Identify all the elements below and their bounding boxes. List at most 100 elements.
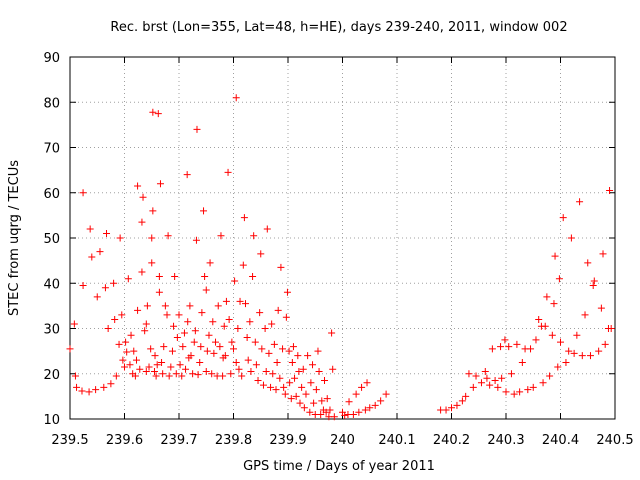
data-point bbox=[505, 343, 513, 351]
data-point bbox=[256, 309, 264, 317]
data-point bbox=[160, 343, 168, 351]
data-point bbox=[217, 232, 225, 240]
data-point bbox=[164, 232, 172, 240]
data-point bbox=[317, 410, 325, 418]
data-point bbox=[355, 408, 363, 416]
data-point bbox=[567, 234, 575, 242]
data-point bbox=[541, 322, 549, 330]
data-point bbox=[155, 288, 163, 296]
data-point bbox=[559, 214, 567, 222]
data-point bbox=[272, 386, 280, 394]
data-point bbox=[323, 395, 331, 403]
data-point bbox=[158, 358, 166, 366]
data-point bbox=[246, 318, 254, 326]
data-point bbox=[127, 331, 135, 339]
data-point bbox=[101, 284, 109, 292]
data-point bbox=[377, 397, 385, 405]
data-point bbox=[192, 236, 200, 244]
data-point bbox=[292, 392, 300, 400]
data-point bbox=[228, 338, 236, 346]
y-tick-label: 80 bbox=[43, 96, 60, 111]
data-point bbox=[535, 315, 543, 323]
data-point bbox=[326, 406, 334, 414]
data-point bbox=[281, 390, 289, 398]
x-tick-label: 239.9 bbox=[269, 433, 306, 448]
data-point bbox=[589, 282, 597, 290]
data-point bbox=[155, 272, 163, 280]
data-point bbox=[481, 367, 489, 375]
data-point bbox=[66, 345, 74, 353]
data-point bbox=[363, 379, 371, 387]
data-point bbox=[548, 331, 556, 339]
data-point bbox=[524, 386, 532, 394]
data-point bbox=[252, 361, 260, 369]
y-tick-label: 60 bbox=[43, 187, 60, 202]
data-point bbox=[306, 408, 314, 416]
data-point bbox=[221, 352, 229, 360]
data-point bbox=[486, 381, 494, 389]
data-point bbox=[529, 383, 537, 391]
data-point bbox=[269, 370, 277, 378]
data-point bbox=[550, 300, 558, 308]
data-point bbox=[202, 367, 210, 375]
data-point bbox=[270, 340, 278, 348]
data-point bbox=[309, 361, 317, 369]
y-axis-label: STEC from uqrg / TECUs bbox=[7, 160, 22, 316]
data-point bbox=[222, 297, 230, 305]
data-point bbox=[280, 383, 288, 391]
data-point bbox=[156, 180, 164, 188]
data-point bbox=[208, 370, 216, 378]
data-point bbox=[214, 302, 222, 310]
data-point bbox=[161, 302, 169, 310]
data-point bbox=[532, 336, 540, 344]
data-point bbox=[289, 343, 297, 351]
data-point bbox=[116, 234, 124, 242]
data-point bbox=[159, 370, 167, 378]
data-point bbox=[232, 358, 240, 366]
data-point bbox=[250, 232, 258, 240]
data-point bbox=[149, 207, 157, 215]
data-point bbox=[606, 186, 614, 194]
data-point bbox=[168, 347, 176, 355]
x-axis-label: GPS time / Days of year 2011 bbox=[243, 459, 435, 474]
data-point bbox=[294, 352, 302, 360]
data-point bbox=[138, 218, 146, 226]
data-point bbox=[597, 304, 605, 312]
data-point bbox=[477, 379, 485, 387]
data-point bbox=[131, 372, 139, 380]
data-point bbox=[448, 404, 455, 412]
data-point bbox=[510, 390, 518, 398]
data-point bbox=[139, 193, 147, 201]
data-point bbox=[322, 408, 330, 416]
data-point bbox=[149, 108, 157, 116]
data-point bbox=[197, 343, 205, 351]
data-point bbox=[287, 395, 295, 403]
data-point bbox=[279, 345, 287, 353]
x-tick-label: 239.8 bbox=[215, 433, 252, 448]
data-point bbox=[238, 372, 246, 380]
chart-title: Rec. brst (Lon=355, Lat=48, h=HE), days … bbox=[110, 20, 567, 35]
data-point bbox=[273, 358, 281, 366]
data-point bbox=[147, 345, 155, 353]
data-point bbox=[251, 338, 259, 346]
x-tick-label: 239.6 bbox=[106, 433, 143, 448]
data-point bbox=[283, 288, 291, 296]
data-point bbox=[142, 320, 150, 328]
y-tick-label: 30 bbox=[43, 323, 60, 338]
data-point bbox=[507, 370, 515, 378]
data-point bbox=[527, 345, 535, 353]
data-point bbox=[295, 367, 303, 375]
data-point bbox=[282, 313, 290, 321]
x-tick-label: 239.7 bbox=[160, 433, 197, 448]
data-point bbox=[100, 383, 108, 391]
data-point bbox=[539, 379, 547, 387]
data-point bbox=[601, 340, 609, 348]
x-tick-label: 240 bbox=[330, 433, 355, 448]
data-point bbox=[341, 411, 349, 419]
data-point bbox=[329, 365, 337, 373]
data-point bbox=[298, 383, 306, 391]
data-point bbox=[86, 225, 94, 233]
data-point bbox=[257, 250, 265, 258]
x-tick-label: 240.4 bbox=[542, 433, 579, 448]
data-point bbox=[191, 327, 199, 335]
